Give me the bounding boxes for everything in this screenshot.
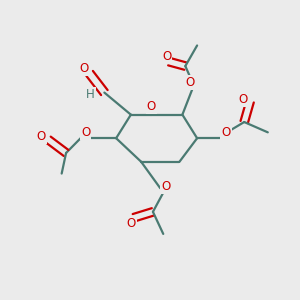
Text: O: O [221,126,231,140]
Text: O: O [161,180,170,193]
Text: H: H [86,88,94,100]
Text: O: O [127,217,136,230]
Text: O: O [238,93,248,106]
Text: O: O [36,130,46,143]
Text: O: O [147,100,156,113]
Text: O: O [186,76,195,89]
Text: O: O [162,50,171,63]
Text: O: O [81,126,90,140]
Text: O: O [79,61,88,75]
